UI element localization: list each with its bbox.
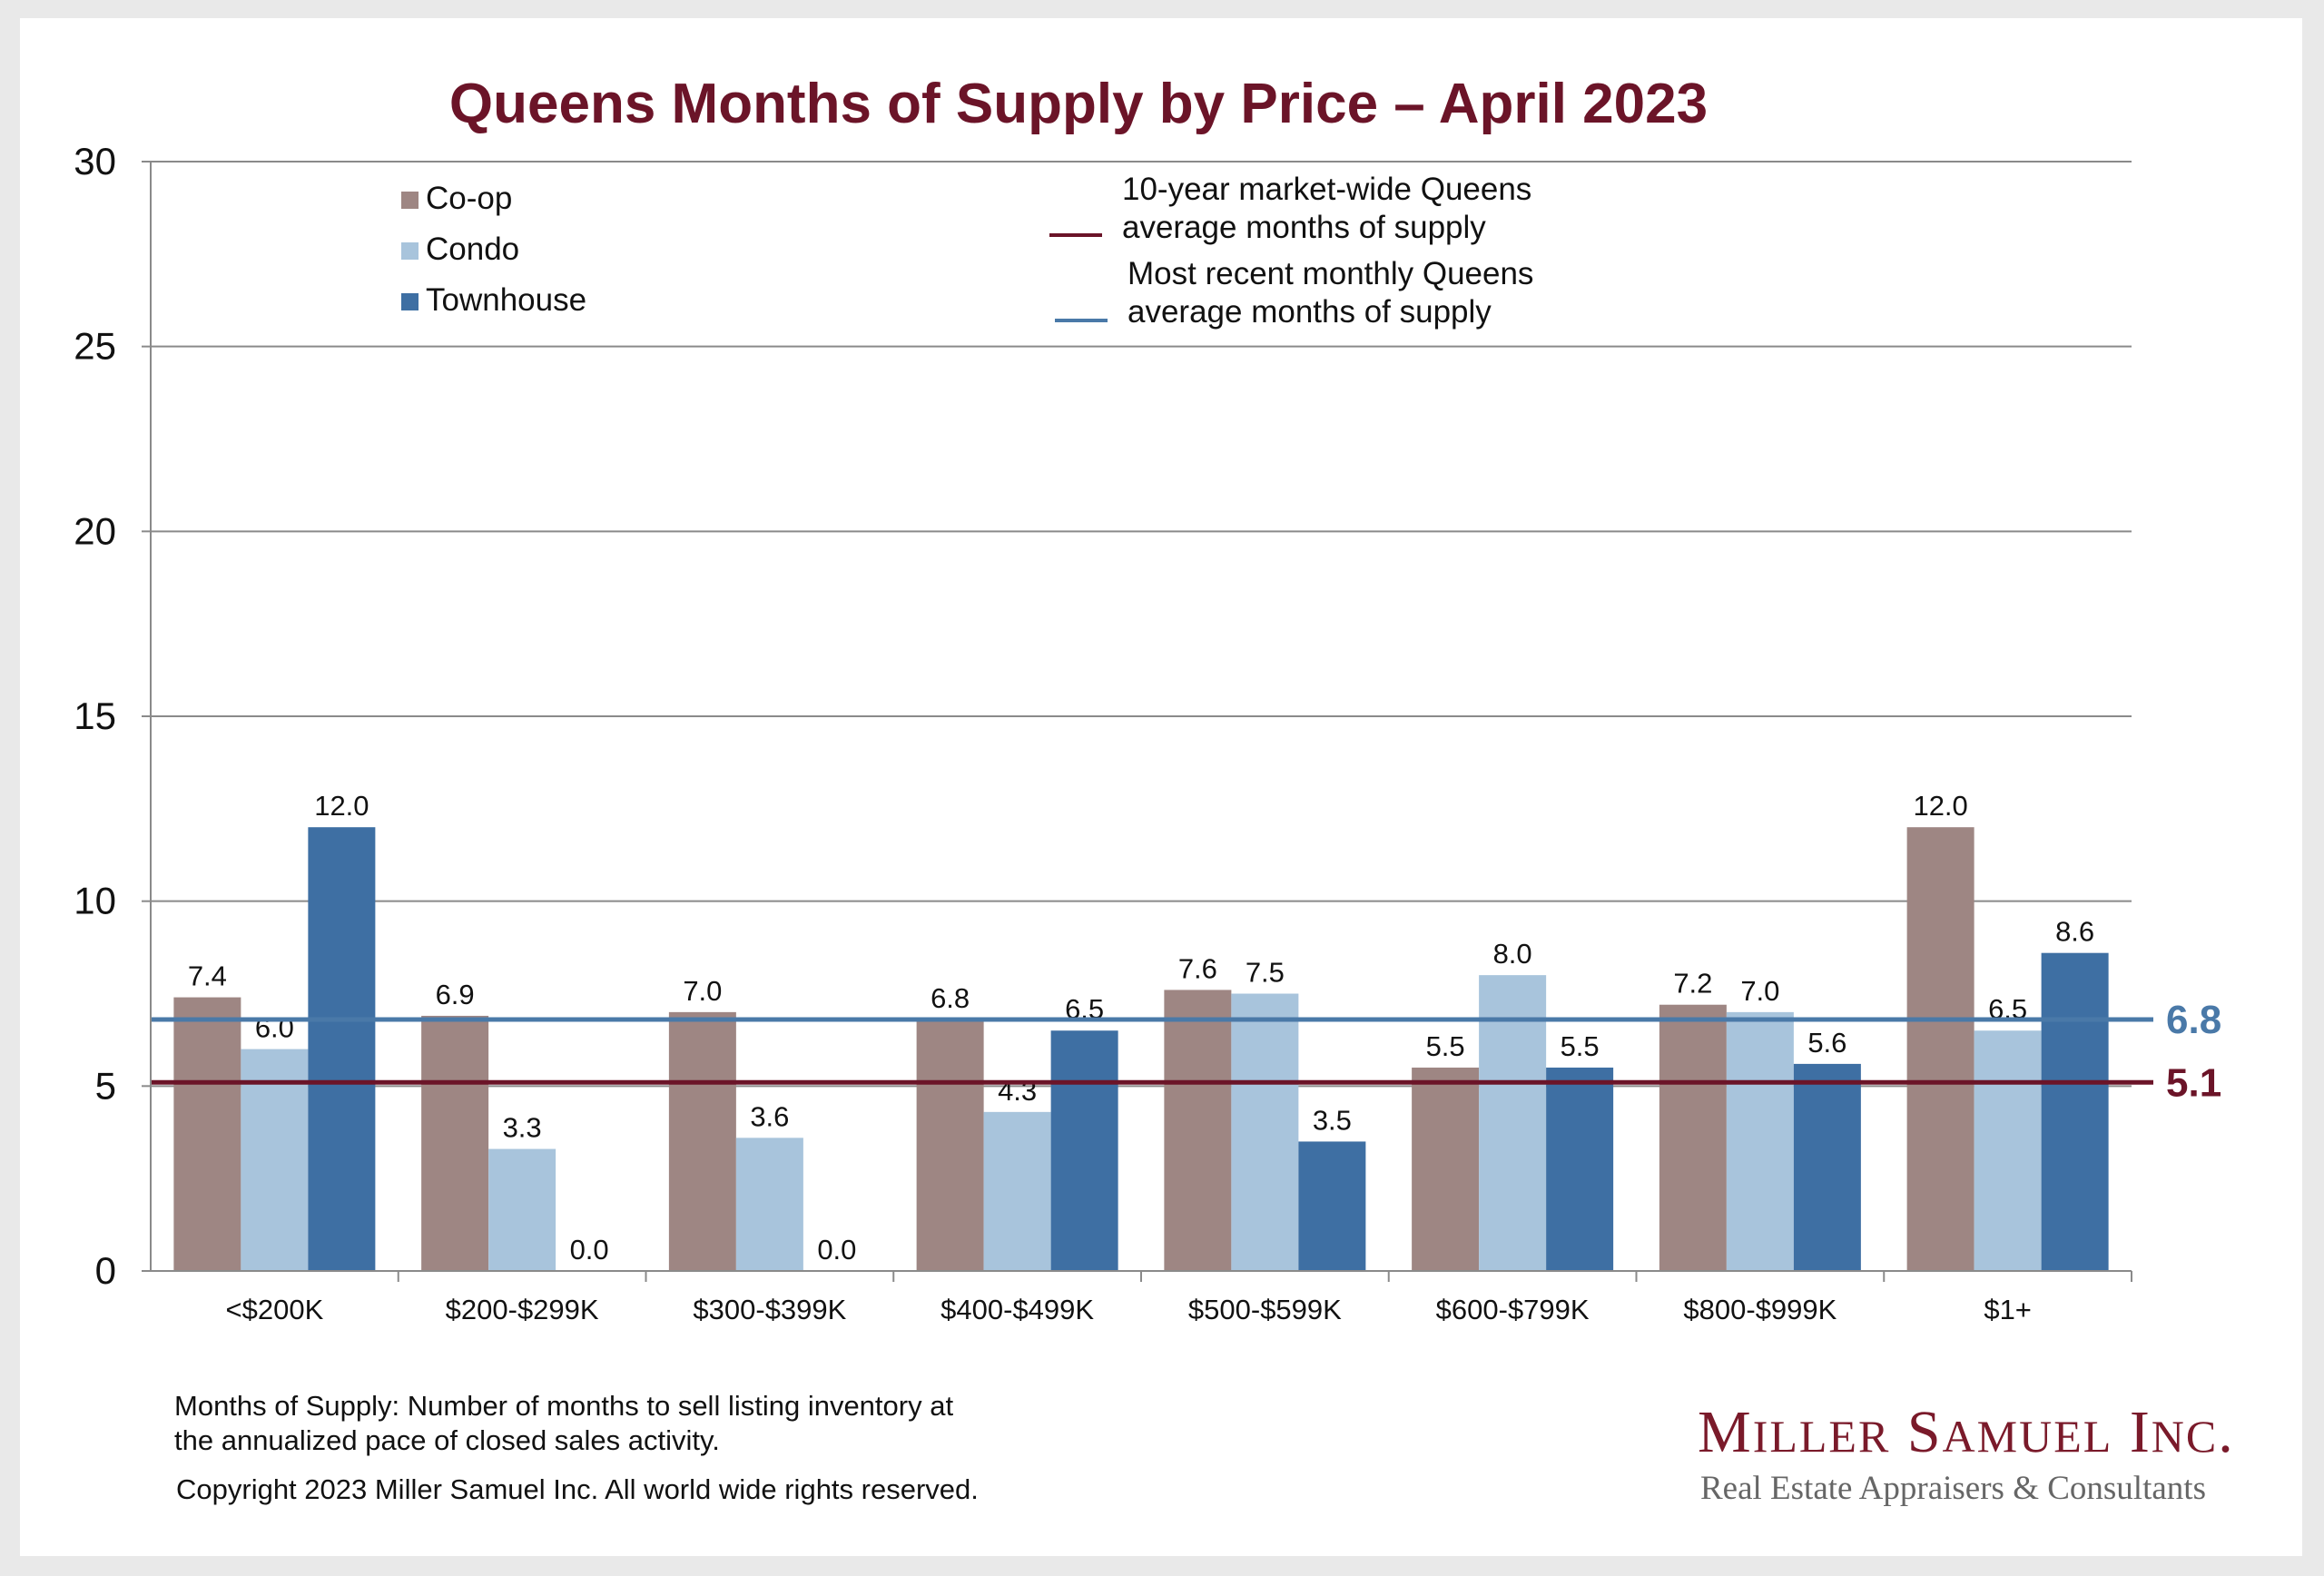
data-label: 12.0 (314, 790, 369, 822)
data-label: 5.6 (1807, 1027, 1846, 1059)
footnote-line-1: Months of Supply: Number of months to se… (174, 1390, 954, 1422)
bar-townhouse (1298, 1141, 1366, 1271)
legend-reference-label: 10-year market-wide Queens (1122, 172, 1531, 207)
legend-swatch-co-op (401, 192, 419, 209)
bar-townhouse (2041, 952, 2109, 1271)
legend: Co-op Condo Townhouse 10-year market-wide Q… (401, 172, 1533, 330)
reference-line-label: 5.1 (2166, 1060, 2221, 1105)
bar-condo (241, 1049, 309, 1271)
data-label: 7.2 (1673, 968, 1712, 1000)
data-label: 6.9 (436, 979, 475, 1010)
data-label: 5.5 (1426, 1030, 1465, 1062)
y-tick-label: 30 (74, 140, 116, 182)
logo-wordmark: MILLER SAMUEL INC. (1698, 1399, 2235, 1465)
bar-co-op (1164, 990, 1232, 1271)
data-label: 0.0 (570, 1234, 609, 1266)
bar-condo (1479, 975, 1547, 1271)
category-label: $400-$499K (940, 1294, 1094, 1325)
y-tick-label: 15 (74, 694, 116, 737)
data-label: 7.0 (1740, 975, 1779, 1007)
legend-label: Condo (426, 231, 519, 267)
bar-condo (488, 1148, 556, 1271)
legend-reference-label: average months of supply (1122, 210, 1486, 245)
data-label: 3.5 (1313, 1104, 1352, 1136)
data-label: 6.0 (255, 1012, 294, 1044)
footnote-definition: Months of Supply: Number of months to se… (174, 1389, 953, 1458)
category-label: $300-$399K (693, 1294, 846, 1325)
reference-line-label: 6.8 (2166, 998, 2221, 1042)
y-tick-label: 10 (74, 880, 116, 922)
data-label: 7.4 (188, 960, 227, 992)
legend-swatch-townhouse (401, 293, 419, 310)
bar-townhouse (1050, 1030, 1118, 1271)
y-tick-label: 25 (74, 325, 116, 368)
bar-co-op (1659, 1004, 1727, 1271)
bar-co-op (916, 1019, 984, 1271)
category-label: $1+ (1984, 1294, 2032, 1325)
copyright: Copyright 2023 Miller Samuel Inc. All wo… (176, 1473, 979, 1505)
bar-co-op (668, 1011, 736, 1271)
chart-title: Queens Months of Supply by Price – April… (449, 73, 1708, 135)
legend-label: Co-op (426, 181, 512, 216)
category-label: $600-$799K (1436, 1294, 1590, 1325)
y-tick-label: 5 (95, 1064, 116, 1107)
bar-townhouse (1546, 1067, 1614, 1271)
bar-condo (1974, 1030, 2042, 1271)
bar-condo (735, 1138, 803, 1271)
data-label: 8.6 (2055, 916, 2094, 948)
bar-condo (983, 1111, 1051, 1271)
chart-frame (20, 18, 2302, 1556)
data-label: 3.3 (503, 1112, 542, 1144)
legend-label: Townhouse (426, 282, 586, 318)
category-label: $200-$299K (446, 1294, 599, 1325)
bar-condo (1726, 1011, 1794, 1271)
data-label: 7.6 (1178, 952, 1217, 984)
reference-lines: 5.16.8 (151, 998, 2221, 1105)
y-tick-label: 0 (95, 1249, 116, 1292)
legend-reference-label: Most recent monthly Queens (1128, 256, 1533, 291)
bar-co-op (1412, 1067, 1480, 1271)
category-label: <$200K (226, 1294, 324, 1325)
logo-tagline: Real Estate Appraisers & Consultants (1700, 1470, 2206, 1507)
data-label: 3.6 (750, 1100, 789, 1132)
legend-swatch-condo (401, 242, 419, 260)
axes: 0 5 10 15 20 25 30 <$200K $200-$299K $300-$399K $4… (74, 140, 2132, 1325)
bar-co-op (1906, 827, 1974, 1271)
bar-co-op (421, 1015, 489, 1271)
bar-co-op (173, 997, 241, 1271)
data-label: 12.0 (1913, 790, 1967, 822)
data-label: 7.5 (1246, 957, 1285, 989)
data-label: 8.0 (1493, 938, 1532, 970)
category-label: $500-$599K (1188, 1294, 1342, 1325)
data-label: 6.8 (931, 982, 970, 1014)
bar-townhouse (1793, 1063, 1861, 1271)
bar-townhouse (308, 827, 376, 1271)
y-tick-label: 20 (74, 509, 116, 552)
legend-reference-label: average months of supply (1128, 294, 1492, 330)
bar-condo (1231, 993, 1299, 1271)
data-label: 0.0 (817, 1234, 856, 1266)
bars: 7.46.012.06.93.30.07.03.60.06.84.36.57.6… (173, 790, 2109, 1271)
data-label: 4.3 (998, 1075, 1037, 1107)
data-label: 5.5 (1561, 1030, 1600, 1062)
data-label: 7.0 (683, 975, 722, 1007)
category-label: $800-$999K (1683, 1294, 1837, 1325)
footnote-line-2: the annualized pace of closed sales acti… (174, 1424, 720, 1456)
